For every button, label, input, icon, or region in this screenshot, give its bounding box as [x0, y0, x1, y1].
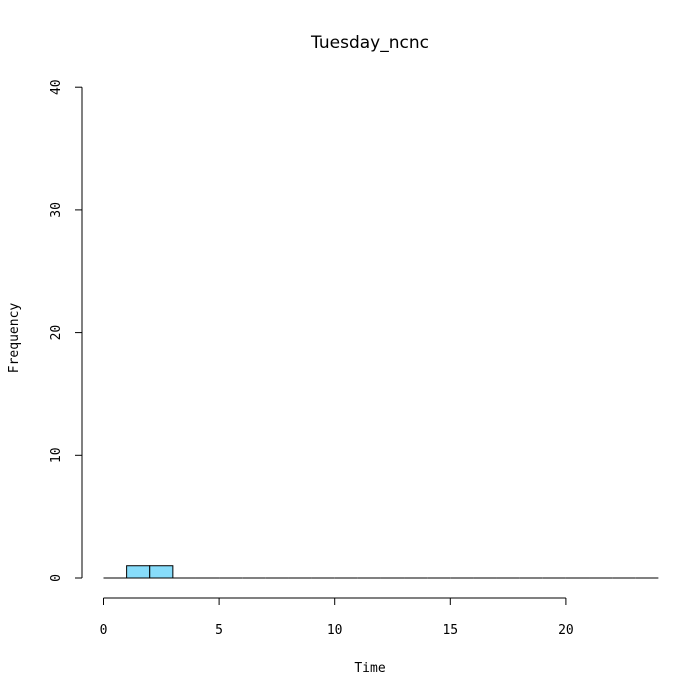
y-tick-label: 40 — [49, 79, 64, 95]
x-tick-label: 10 — [327, 623, 343, 638]
y-tick-label: 20 — [49, 325, 64, 341]
y-axis-title: Frequency — [7, 303, 22, 374]
y-axis: 0 10 20 30 40 — [49, 79, 83, 582]
chart-title: Tuesday_ncnc — [310, 33, 429, 53]
histogram-bar — [126, 565, 151, 579]
x-tick-label: 20 — [558, 623, 574, 638]
x-tick-label: 15 — [442, 623, 458, 638]
x-tick-label: 0 — [100, 623, 108, 638]
y-tick-label: 30 — [49, 202, 64, 218]
histogram-bar — [149, 565, 174, 579]
x-tick-label: 5 — [215, 623, 223, 638]
histogram-bars — [103, 565, 659, 579]
x-axis-title: Time — [354, 661, 385, 676]
y-tick-label: 0 — [49, 574, 64, 582]
x-axis: 0 5 10 15 20 — [100, 597, 574, 638]
y-tick-label: 10 — [49, 447, 64, 463]
